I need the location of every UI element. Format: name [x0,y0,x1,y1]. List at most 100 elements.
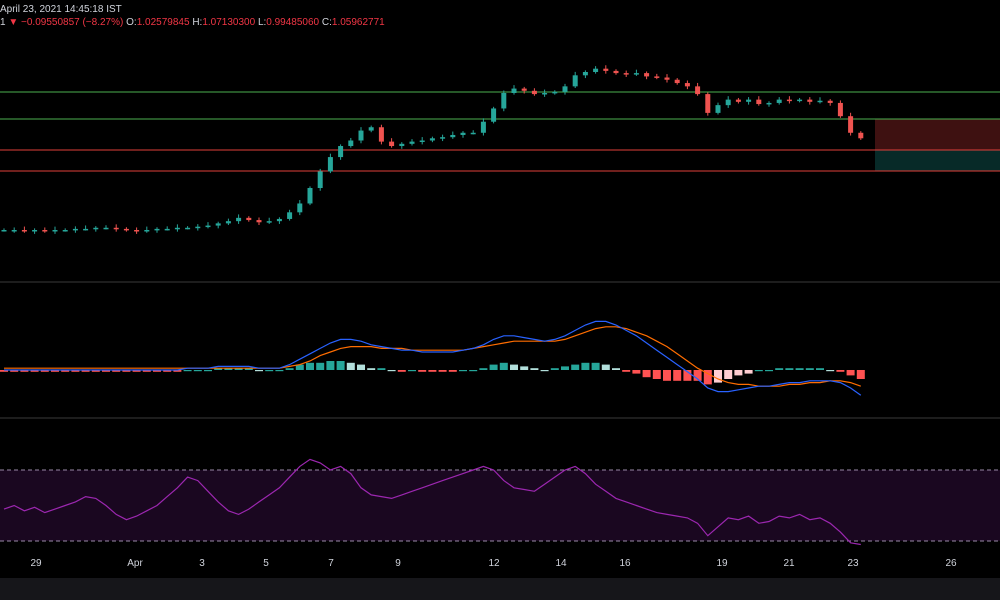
candle-body [103,227,109,230]
candle-body [807,99,813,102]
candle-body [776,99,782,103]
legend-change: −0.09550857 (−8.27%) [21,17,124,28]
triangle-down-icon: ▼ [8,17,19,28]
histogram-bar [306,362,314,370]
histogram-bar [816,368,824,370]
series-marker: 1 [0,17,6,28]
bottom-toolbar[interactable] [0,578,1000,600]
candle-body [786,99,792,102]
histogram-bar [479,368,488,370]
histogram-bar [601,364,610,370]
histogram-bar [367,368,376,370]
candle-body [32,230,38,232]
candle-body [572,75,578,87]
candle-body [72,228,78,231]
candle-body [338,146,344,158]
histogram-bar [571,364,580,370]
candle-body [164,228,170,231]
histogram-bar [530,368,539,370]
candle-body [511,88,517,93]
candle-body [185,227,191,230]
candle-body [276,218,282,222]
histogram-bar [408,370,416,372]
candle-body [113,227,119,230]
take-profit-zone[interactable] [875,150,1000,171]
candle-body [389,141,395,147]
candle-body [705,94,711,113]
x-tick-label: 26 [945,558,957,569]
histogram-bar [214,368,223,370]
candle-body [664,77,670,80]
close-label: C: [321,17,332,28]
histogram-bar [754,370,763,372]
histogram-bar [265,370,274,372]
histogram-bar [632,370,641,374]
candle-body [368,127,374,131]
histogram-bar [51,370,59,372]
histogram-bar [387,370,396,372]
candle-body [695,86,701,95]
histogram-bar [244,368,253,370]
candle-body [409,141,415,144]
candle-body [562,86,568,92]
candle-body [1,230,7,232]
candle-body [582,72,588,76]
candle-body [348,140,354,147]
legend-header: April 23, 2021 14:45:18 IST 1 ▼ −0.09550… [0,0,1000,34]
histogram-bar [81,370,90,372]
histogram-bar [153,370,161,372]
candle-body [123,228,129,231]
rsi-band-fill [0,470,1000,541]
histogram-bar [30,370,39,372]
candle-body [246,217,252,221]
histogram-bar [591,362,600,370]
histogram-bar [693,370,702,381]
candle-body [399,143,405,147]
histogram-bar [724,370,733,379]
candle-body [205,225,211,228]
histogram-bar [122,370,131,372]
candle-body [225,221,231,224]
x-axis-ticks: 29 Apr 3 5 7 9 12 14 16 19 21 23 26 [30,558,957,569]
histogram-bar [734,370,743,376]
x-tick-label: 5 [263,558,269,569]
histogram-bar [285,368,294,370]
histogram-bar [255,370,263,372]
stop-loss-zone[interactable] [875,119,1000,150]
candle-body [501,92,507,109]
close-value: 1.05962771 [331,17,385,28]
candle-body [144,230,150,232]
histogram-bar [326,361,335,370]
histogram-bar [438,370,447,372]
open-label: O: [126,17,137,28]
candle-body [684,83,690,87]
x-tick-label: 12 [488,558,500,569]
candle-body [491,108,497,122]
low-label: L: [257,17,267,28]
candle-body [837,102,843,117]
x-tick-label: 3 [199,558,205,569]
candle-body [83,228,89,231]
histogram-bar [622,370,631,372]
histogram-bar [469,370,478,372]
low-value: 0.99485060 [266,17,320,28]
legend-ohlc: 1 ▼ −0.09550857 (−8.27%) O:1.02579845 H:… [0,17,385,28]
candle-body [287,212,293,219]
histogram-bar [714,370,722,383]
candle-body [746,99,752,102]
candle-body [358,130,364,141]
candle-body [378,127,384,142]
histogram-bar [61,370,70,372]
histogram-bar [193,370,202,372]
histogram-bar [10,370,19,372]
candle-body [266,221,272,223]
high-label: H: [192,17,203,28]
histogram-bar [540,370,549,372]
candle-body [613,70,619,74]
histogram-bar [489,364,498,370]
candle-body [195,226,201,229]
candle-body [11,230,17,232]
candle-body [62,230,68,232]
macd-histogram [0,361,865,385]
